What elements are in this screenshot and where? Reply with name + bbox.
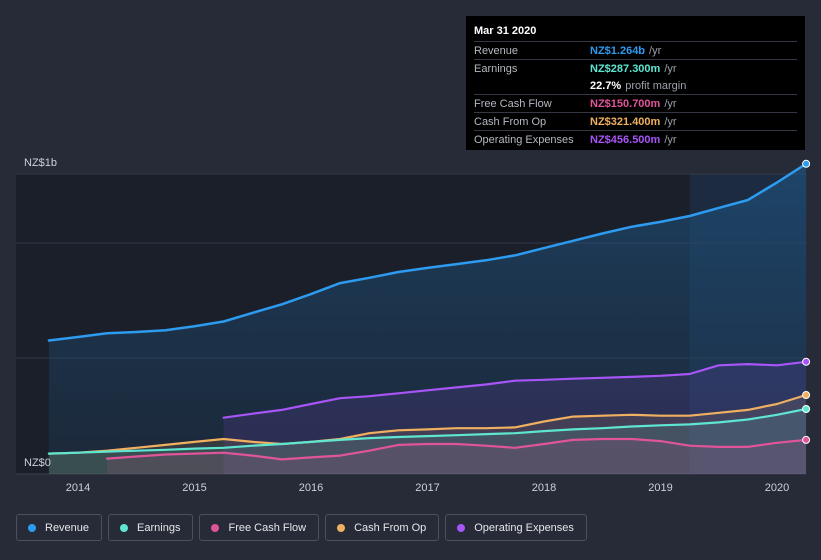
tooltip-row: Earnings NZ$287.300m/yr: [474, 59, 797, 77]
tooltip-row: Cash From Op NZ$321.400m/yr: [474, 112, 797, 130]
earnings-line: [47, 407, 808, 455]
legend-label: Free Cash Flow: [228, 521, 307, 534]
tooltip-row-unit: /yr: [664, 97, 677, 110]
tooltip-row: Operating Expenses NZ$456.500m/yr: [474, 130, 797, 148]
free-cash-flow-endpoint: [802, 435, 811, 444]
tooltip-row-label: Revenue: [474, 44, 519, 57]
operating-expenses-area: [223, 361, 807, 474]
tooltip-row-unit: /yr: [664, 62, 677, 75]
tooltip-row: 22.7% profit margin: [474, 77, 797, 94]
tooltip-row-value: NZ$150.700m: [590, 97, 661, 110]
legend-item-earnings[interactable]: Earnings: [108, 514, 194, 541]
tooltip-row-unit: /yr: [664, 133, 677, 146]
legend-dot-icon: [457, 523, 466, 532]
legend-item-operating-expenses[interactable]: Operating Expenses: [445, 514, 587, 541]
tooltip-row-unit: profit margin: [625, 79, 687, 92]
free-cash-flow-area: [107, 439, 807, 474]
legend-label: Earnings: [137, 521, 181, 534]
x-tick-label: 2019: [648, 482, 672, 494]
y-tick-label-top: NZ$1b: [24, 157, 57, 169]
legend-dot-icon: [337, 523, 346, 532]
x-tick-label: 2017: [415, 482, 439, 494]
legend-dot-icon: [211, 523, 220, 532]
tooltip-date: Mar 31 2020: [474, 25, 537, 37]
tooltip-row-label: Free Cash Flow: [474, 97, 552, 110]
revenue-endpoint: [802, 159, 811, 168]
x-tick-label: 2016: [299, 482, 323, 494]
operating-expenses-line: [222, 360, 808, 419]
tooltip-row-value: NZ$1.264b: [590, 44, 646, 57]
tooltip-row: Revenue NZ$1.264b/yr: [474, 41, 797, 59]
tooltip-row-value: NZ$287.300m: [590, 62, 661, 75]
revenue-line: [47, 162, 808, 342]
legend-item-revenue[interactable]: Revenue: [16, 514, 103, 541]
tooltip-row: Free Cash Flow NZ$150.700m/yr: [474, 94, 797, 112]
tooltip-row-label: Earnings: [474, 62, 518, 75]
legend-label: Revenue: [45, 521, 90, 534]
x-tick-label: 2018: [532, 482, 556, 494]
legend-dot-icon: [28, 523, 36, 532]
revenue-area: [48, 163, 807, 475]
tooltip: Mar 31 2020 Revenue NZ$1.264b/yr Earnings N…: [466, 16, 805, 150]
cash-from-op-endpoint: [802, 391, 811, 399]
legend-item-cash-from-op[interactable]: Cash From Op: [325, 514, 440, 541]
cash-from-op-line: [47, 393, 808, 455]
tooltip-row-label: Operating Expenses: [474, 133, 574, 146]
legend-label: Cash From Op: [354, 521, 427, 534]
operating-expenses-endpoint: [802, 357, 811, 366]
tooltip-row-label: Cash From Op: [474, 115, 547, 128]
legend-dot-icon: [120, 523, 129, 532]
tooltip-row-value: 22.7%: [590, 79, 622, 92]
earnings-area: [48, 409, 807, 474]
tooltip-row-value: NZ$456.500m: [590, 133, 661, 146]
legend-item-free-cash-flow[interactable]: Free Cash Flow: [199, 514, 320, 541]
tooltip-row-unit: /yr: [649, 44, 662, 57]
tooltip-row-value: NZ$321.400m: [590, 115, 661, 128]
x-tick-label: 2014: [66, 482, 90, 494]
x-tick-label: 2015: [182, 482, 206, 494]
x-tick-label: 2020: [765, 482, 789, 494]
tooltip-row-unit: /yr: [664, 115, 677, 128]
earnings-endpoint: [802, 405, 811, 413]
legend: Revenue Earnings Free Cash Flow Cash From O…: [16, 514, 587, 541]
y-tick-label-bottom: NZ$0: [24, 457, 51, 469]
legend-label: Operating Expenses: [474, 521, 574, 534]
free-cash-flow-line: [106, 437, 808, 461]
